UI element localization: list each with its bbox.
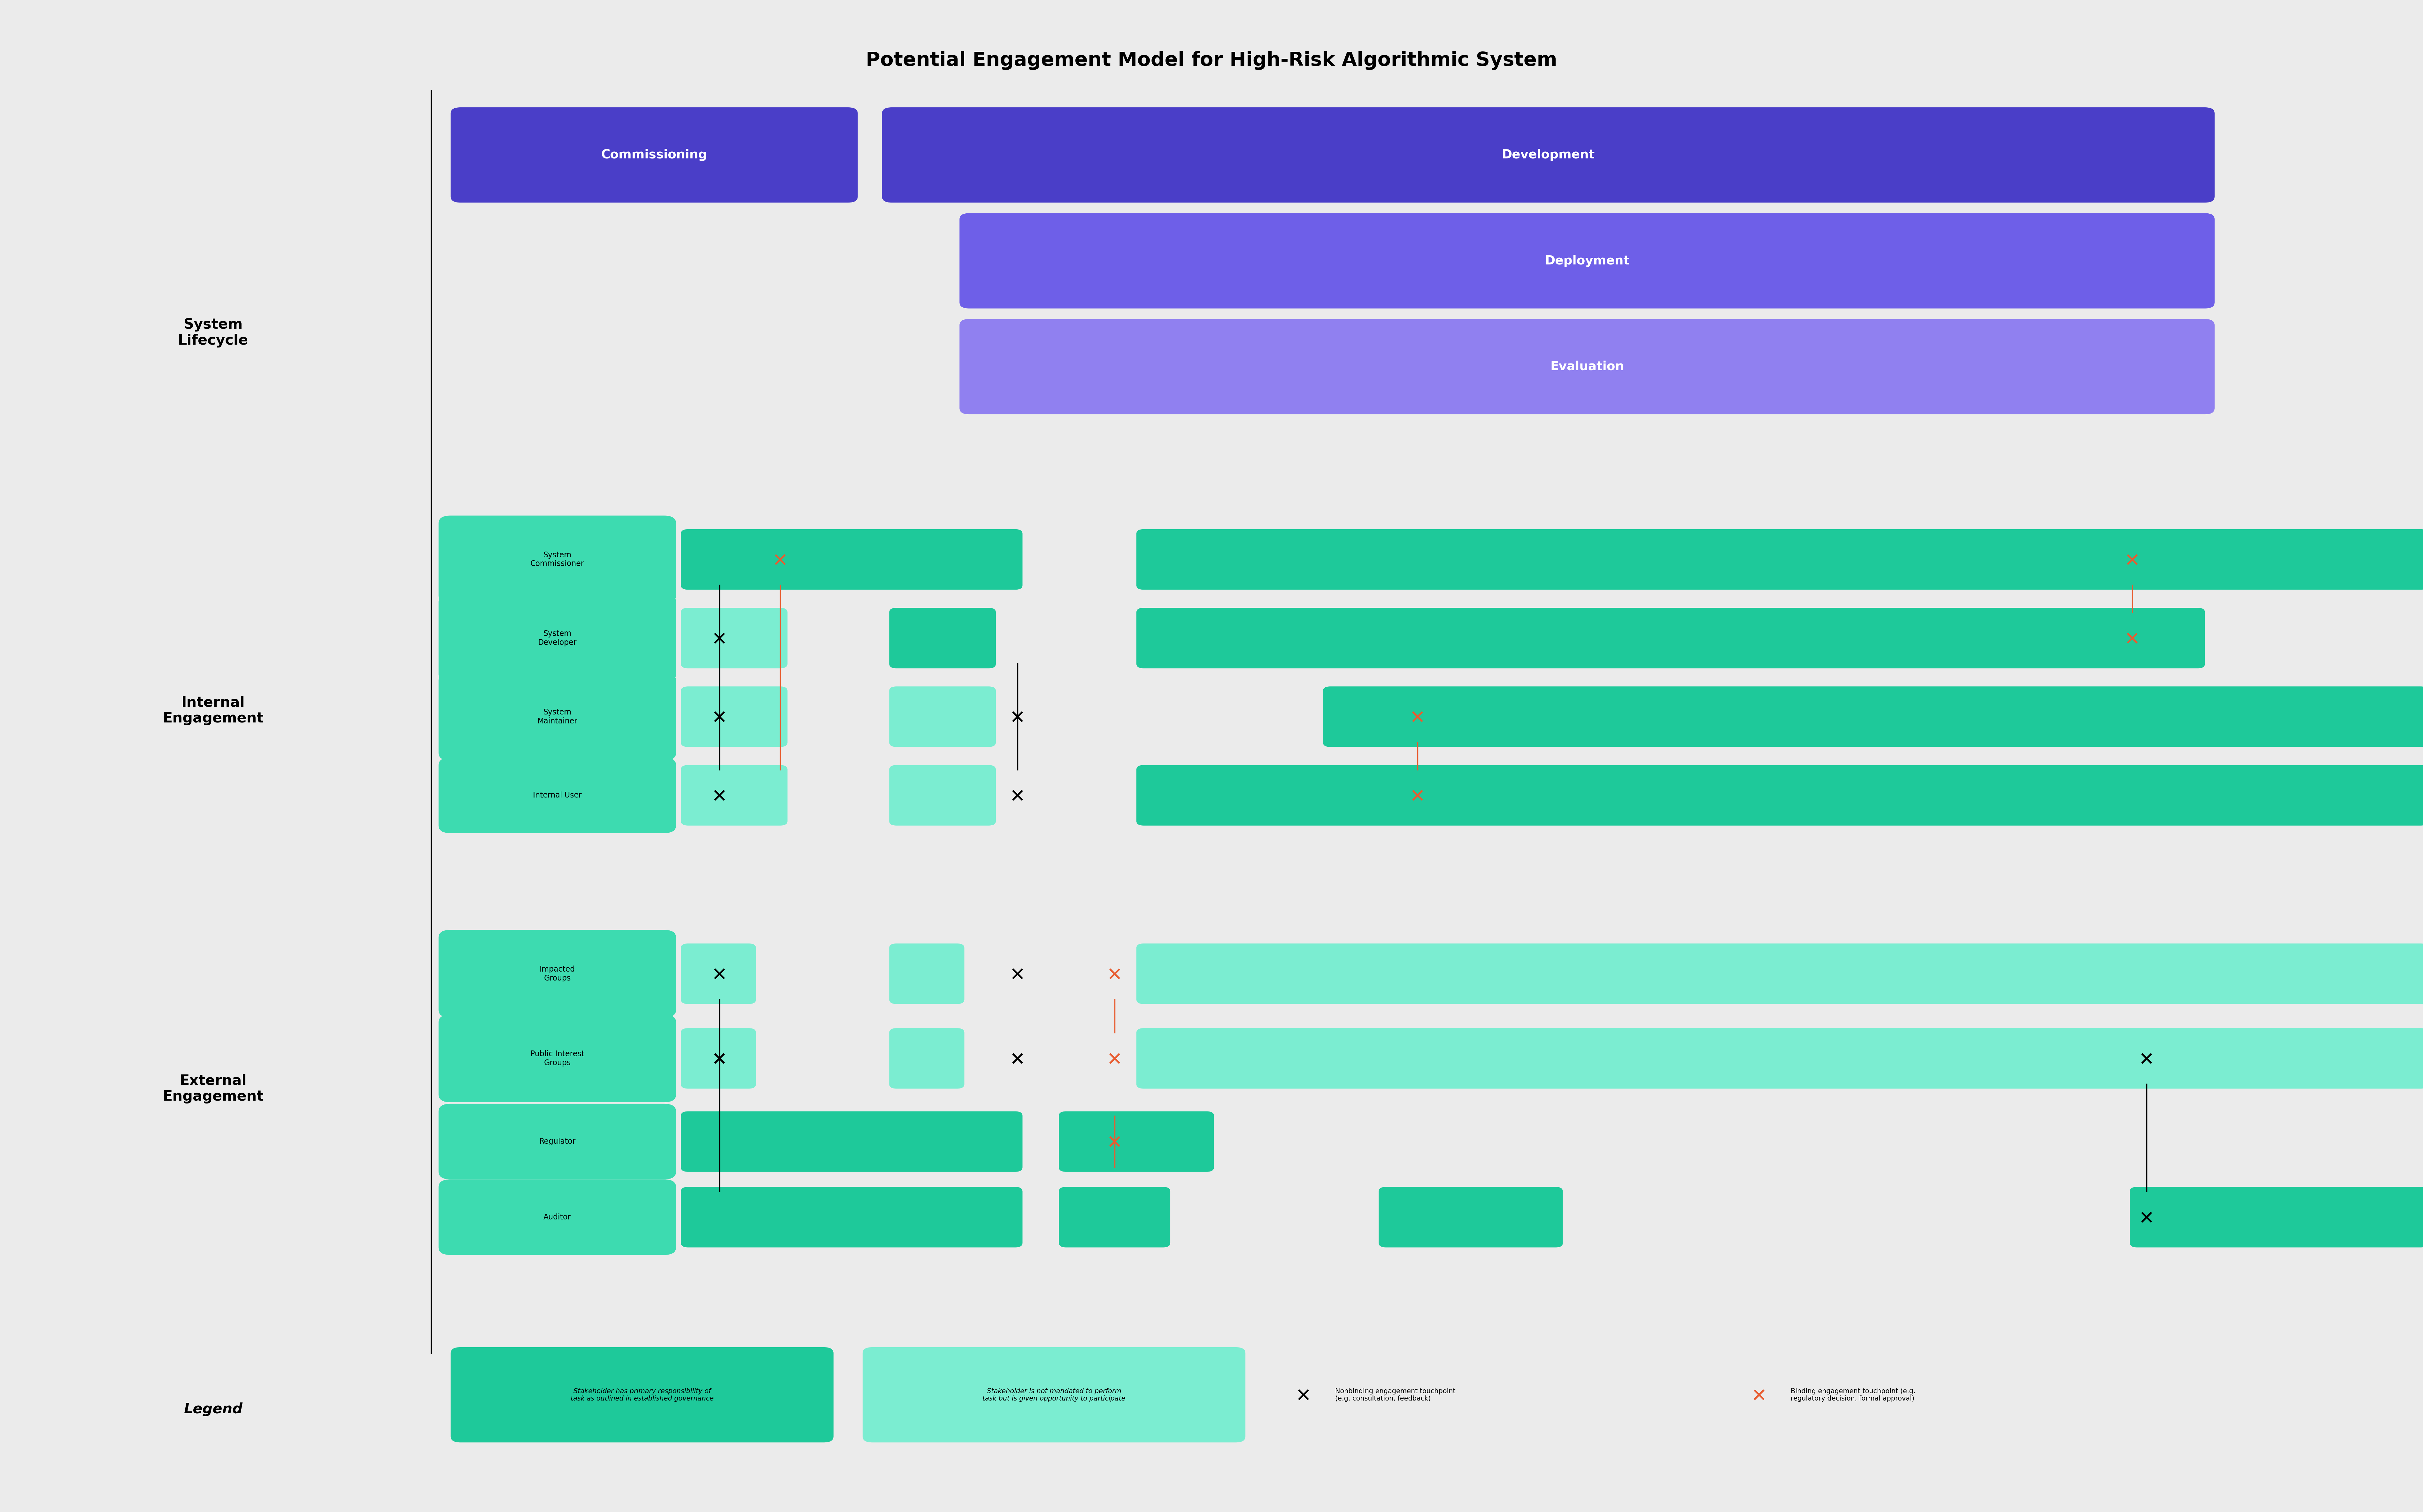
- FancyBboxPatch shape: [960, 213, 2215, 308]
- Text: Internal
Engagement: Internal Engagement: [162, 696, 264, 726]
- FancyBboxPatch shape: [439, 1015, 676, 1102]
- FancyBboxPatch shape: [439, 516, 676, 603]
- FancyBboxPatch shape: [439, 758, 676, 833]
- FancyBboxPatch shape: [681, 765, 787, 826]
- FancyBboxPatch shape: [863, 1347, 1245, 1442]
- FancyBboxPatch shape: [681, 1187, 1023, 1247]
- FancyBboxPatch shape: [451, 107, 858, 203]
- FancyBboxPatch shape: [1059, 1111, 1214, 1172]
- FancyBboxPatch shape: [2130, 1187, 2423, 1247]
- Text: Potential Engagement Model for High-Risk Algorithmic System: Potential Engagement Model for High-Risk…: [865, 51, 1558, 70]
- Text: System
Developer: System Developer: [538, 631, 577, 646]
- Text: Deployment: Deployment: [1546, 254, 1628, 268]
- FancyBboxPatch shape: [1136, 608, 2205, 668]
- Text: Stakeholder is not mandated to perform
task but is given opportunity to particip: Stakeholder is not mandated to perform t…: [981, 1388, 1127, 1402]
- Text: System
Lifecycle: System Lifecycle: [177, 318, 250, 348]
- FancyBboxPatch shape: [882, 107, 2215, 203]
- FancyBboxPatch shape: [1136, 765, 2423, 826]
- Text: Auditor: Auditor: [543, 1213, 572, 1222]
- FancyBboxPatch shape: [681, 686, 787, 747]
- FancyBboxPatch shape: [960, 319, 2215, 414]
- Text: Nonbinding engagement touchpoint
(e.g. consultation, feedback): Nonbinding engagement touchpoint (e.g. c…: [1335, 1388, 1456, 1402]
- FancyBboxPatch shape: [1379, 1187, 1563, 1247]
- Text: Binding engagement touchpoint (e.g.
regulatory decision, formal approval): Binding engagement touchpoint (e.g. regu…: [1791, 1388, 1914, 1402]
- FancyBboxPatch shape: [1136, 529, 2423, 590]
- Text: Internal User: Internal User: [533, 791, 582, 800]
- FancyBboxPatch shape: [889, 608, 996, 668]
- FancyBboxPatch shape: [1136, 1028, 2423, 1089]
- FancyBboxPatch shape: [889, 943, 964, 1004]
- Text: Impacted
Groups: Impacted Groups: [540, 966, 574, 981]
- FancyBboxPatch shape: [1323, 686, 2423, 747]
- FancyBboxPatch shape: [1136, 943, 2423, 1004]
- Text: Stakeholder has primary responsibility of
task as outlined in established govern: Stakeholder has primary responsibility o…: [569, 1388, 715, 1402]
- FancyBboxPatch shape: [1059, 1187, 1170, 1247]
- FancyBboxPatch shape: [439, 594, 676, 682]
- FancyBboxPatch shape: [681, 529, 1023, 590]
- FancyBboxPatch shape: [439, 930, 676, 1018]
- FancyBboxPatch shape: [439, 1179, 676, 1255]
- Text: External
Engagement: External Engagement: [162, 1074, 264, 1104]
- Text: Legend: Legend: [184, 1402, 242, 1417]
- Text: Public Interest
Groups: Public Interest Groups: [531, 1051, 584, 1066]
- FancyBboxPatch shape: [681, 1111, 1023, 1172]
- Text: System
Commissioner: System Commissioner: [531, 552, 584, 567]
- Text: Regulator: Regulator: [538, 1137, 577, 1146]
- Text: Commissioning: Commissioning: [601, 148, 708, 162]
- FancyBboxPatch shape: [681, 608, 787, 668]
- FancyBboxPatch shape: [681, 1028, 756, 1089]
- Text: Development: Development: [1502, 148, 1594, 162]
- Text: System
Maintainer: System Maintainer: [538, 709, 577, 724]
- Text: Evaluation: Evaluation: [1551, 360, 1623, 373]
- FancyBboxPatch shape: [451, 1347, 834, 1442]
- FancyBboxPatch shape: [889, 686, 996, 747]
- FancyBboxPatch shape: [889, 765, 996, 826]
- FancyBboxPatch shape: [439, 1104, 676, 1179]
- FancyBboxPatch shape: [439, 673, 676, 761]
- FancyBboxPatch shape: [681, 943, 756, 1004]
- FancyBboxPatch shape: [889, 1028, 964, 1089]
